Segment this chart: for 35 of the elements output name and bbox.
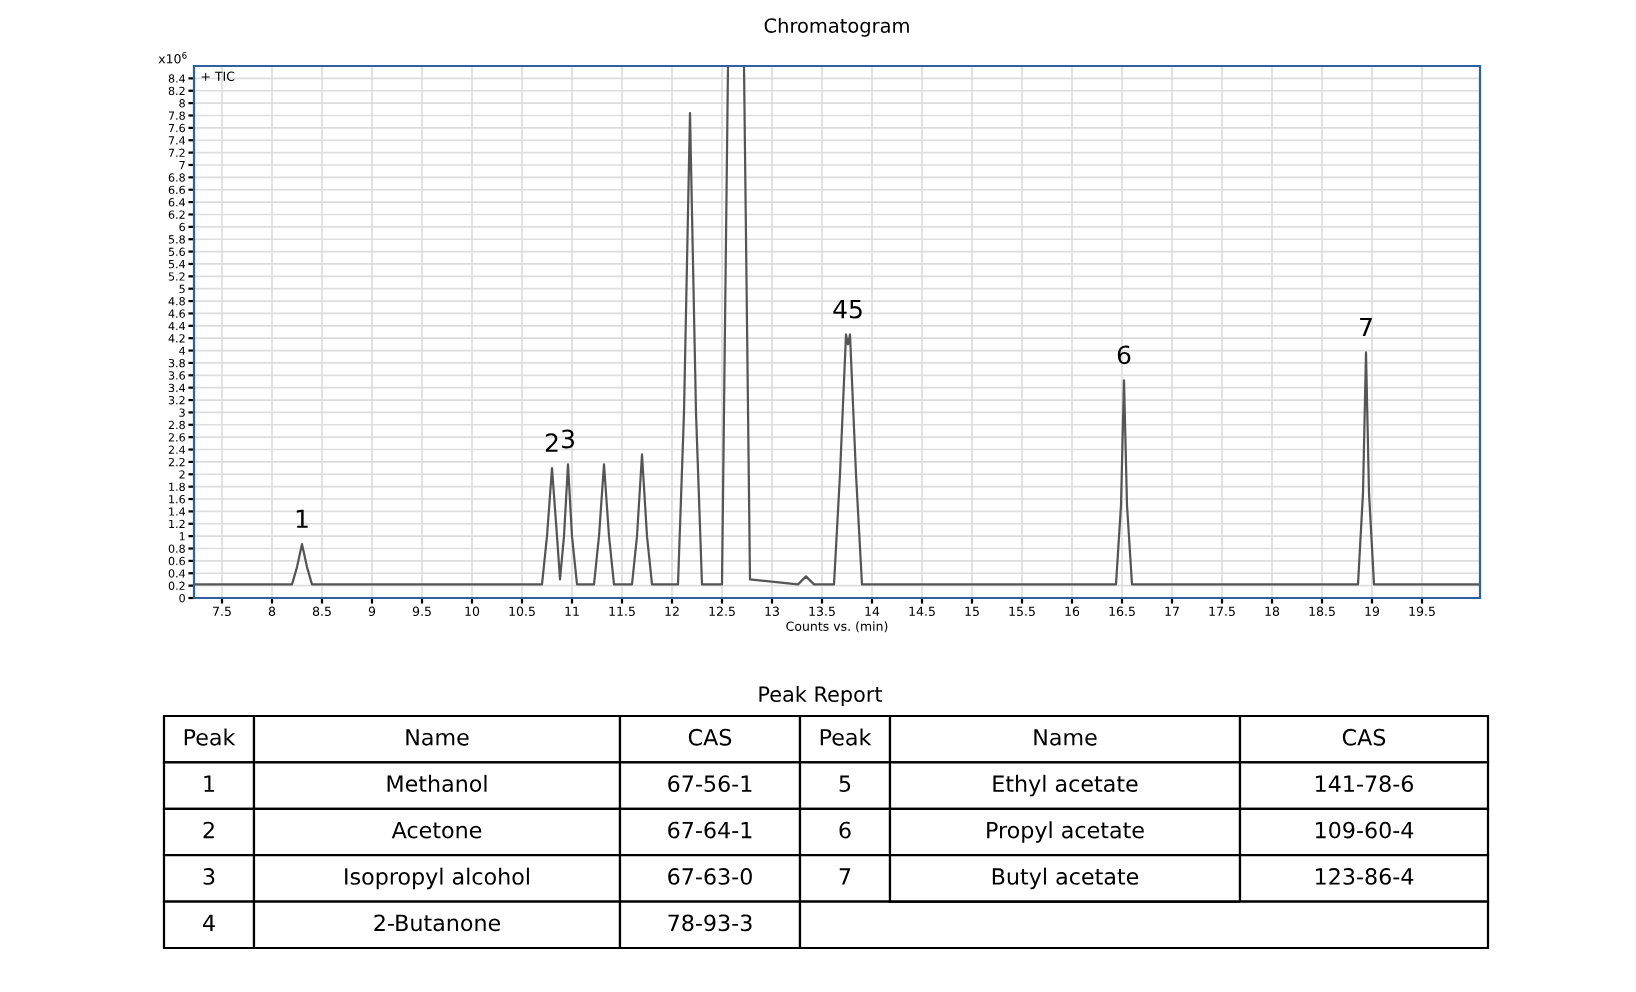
text: CAS [688, 728, 732, 746]
text: 123-86-4 [1316, 868, 1414, 885]
text: Peak Report [759, 685, 883, 707]
annotation: 6 [1117, 345, 1131, 365]
text: 78-93-3 [668, 914, 752, 932]
text: 7 [839, 868, 851, 885]
text: Propyl acetate [987, 821, 1144, 843]
chart-title: Chromatogram [764, 17, 909, 37]
text: 3 [203, 868, 215, 885]
text: 67-63-0 [668, 868, 752, 885]
text: 5 [839, 775, 851, 793]
annotation: 7 [1360, 317, 1372, 337]
text: Acetone [391, 821, 482, 839]
text: 6 [839, 821, 851, 839]
annotation: 45 [833, 299, 862, 319]
text: Name [406, 729, 469, 746]
text: Peak [184, 728, 236, 746]
text: 2 [203, 821, 214, 839]
text: 109-60-4 [1316, 821, 1414, 839]
annotation: 1 [296, 509, 308, 528]
text: 2-Butanone [374, 914, 501, 932]
text: Methanol [387, 774, 487, 793]
text: Butyl acetate [992, 867, 1139, 890]
text: CAS [1342, 728, 1386, 746]
text: 4 [203, 914, 215, 931]
text: Peak [820, 728, 872, 746]
text: Isopropyl alcohol [345, 867, 529, 890]
text: 67-64-1 [668, 821, 752, 839]
annotation: 3 [561, 429, 574, 449]
annotation: 2 [545, 433, 558, 452]
text: 1 [204, 775, 215, 792]
text: Name [1034, 729, 1097, 746]
text: 141-78-6 [1316, 775, 1414, 793]
text: Ethyl acetate [993, 774, 1138, 797]
text: 67-56-1 [668, 775, 752, 793]
